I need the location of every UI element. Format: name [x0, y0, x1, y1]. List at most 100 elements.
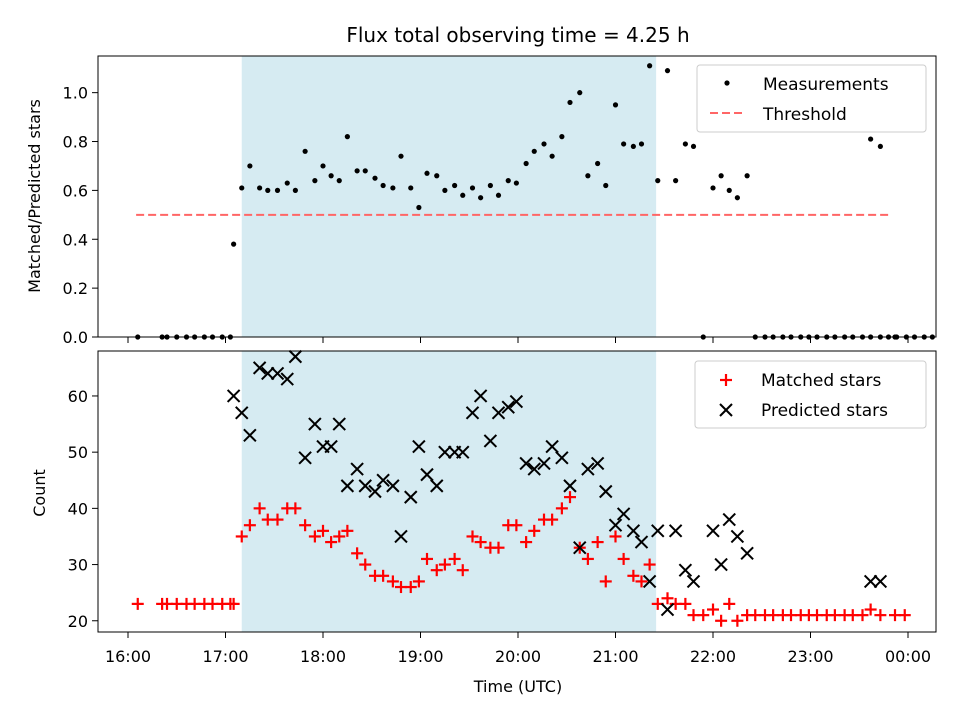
predicted-point [376, 473, 390, 487]
top-legend-box [696, 64, 927, 133]
measurement-point [664, 68, 671, 74]
top-axes-frame [97, 55, 937, 338]
y-tick-label: 0.8 [63, 133, 88, 152]
predicted-point [590, 456, 605, 471]
x-tick-label: 22:00 [690, 647, 736, 666]
predicted-point [465, 406, 480, 420]
measurement-point [734, 195, 740, 201]
predicted-point [651, 524, 665, 538]
predicted-point [308, 417, 322, 431]
legend-measurement-marker [724, 80, 730, 86]
measurement-point [247, 163, 253, 169]
x-tick-label: 19:00 [397, 647, 443, 666]
predicted-point [368, 484, 382, 499]
measurement-point [452, 182, 458, 189]
bottom-legend-box [694, 360, 927, 429]
legend-measurements-label: Measurements [763, 75, 889, 95]
measurement-point [487, 182, 493, 189]
predicted-point [686, 574, 701, 589]
predicted-point [438, 445, 452, 459]
predicted-point [235, 406, 249, 420]
predicted-point [340, 479, 355, 493]
y-tick-label: 0.6 [63, 181, 88, 200]
matched-point [438, 558, 451, 571]
measurement-point [424, 170, 430, 176]
measurement-point [710, 185, 716, 191]
y-tick-label: 40 [68, 499, 88, 518]
measurement-point [567, 99, 573, 106]
predicted-point [358, 479, 372, 493]
predicted-point [288, 349, 303, 364]
predicted-point [581, 462, 595, 476]
top-panel: 0.0 0.2 0.4 0.6 0.8 1.0 Matched/Predicted sta… [25, 55, 937, 347]
measurement-point [603, 182, 609, 189]
top-shaded-span [241, 56, 657, 337]
measurement-point [362, 168, 368, 174]
measurement-point [673, 178, 679, 184]
matched-point [520, 536, 533, 549]
x-axis-label: Time (UTC) [473, 677, 562, 696]
matched-point [351, 547, 364, 560]
measurement-point [320, 163, 326, 169]
predicted-point [668, 524, 683, 538]
measurement-point [595, 160, 601, 167]
predicted-point [404, 490, 418, 504]
legend-matched-label: Matched stars [761, 371, 881, 391]
y-tick-label: 60 [68, 387, 88, 406]
predicted-point [420, 467, 434, 482]
measurement-point [549, 153, 555, 159]
predicted-point [412, 439, 426, 454]
matched-point [227, 597, 240, 610]
measurement-point [718, 173, 724, 179]
matched-point [386, 575, 399, 588]
measurement-point [541, 141, 547, 147]
predicted-point [626, 524, 641, 538]
predicted-point [324, 439, 338, 454]
predicted-point [394, 529, 408, 544]
predicted-point [298, 451, 312, 465]
measurement-point [744, 173, 750, 179]
measurement-point [647, 63, 653, 69]
matched-point [235, 530, 248, 543]
legend-predicted-marker [719, 403, 733, 417]
matched-point [591, 536, 604, 549]
measurement-point [434, 173, 440, 179]
predicted-point [527, 462, 541, 476]
matched-point [635, 575, 648, 588]
bottom-shaded-span [241, 351, 657, 632]
predicted-point [873, 574, 888, 589]
measurement-point [577, 90, 583, 96]
matched-point [448, 552, 461, 565]
predicted-point [473, 389, 488, 403]
predicted-point [501, 400, 515, 414]
matched-point [864, 603, 877, 616]
matched-point [359, 558, 372, 571]
matched-point [697, 609, 710, 622]
matched-point [627, 569, 640, 582]
top-legend: Measurements Threshold [696, 64, 927, 133]
bottom-y-ticks: 20 30 40 50 60 [68, 387, 98, 631]
measurement-point [655, 178, 661, 184]
matched-point [617, 552, 630, 565]
measurement-point [585, 173, 591, 179]
predicted-point [350, 462, 364, 476]
predicted-point [634, 535, 649, 549]
measurement-point [416, 204, 422, 211]
matched-point [243, 519, 256, 532]
matched-point [421, 552, 433, 565]
predicted-point [252, 361, 267, 375]
predicted-point [660, 602, 675, 617]
matched-point [661, 592, 674, 605]
x-tick-label: 21:00 [592, 647, 638, 666]
predicted-point [261, 366, 275, 381]
matched-point [723, 597, 736, 610]
measurement-point [302, 148, 308, 154]
predicted-point [706, 524, 720, 538]
y-tick-label: 0.2 [63, 279, 88, 298]
predicted-point [280, 372, 294, 386]
measurement-point [328, 173, 334, 179]
top-y-ticks: 0.0 0.2 0.4 0.6 0.8 1.0 [63, 84, 98, 347]
measurement-point [469, 185, 476, 191]
matched-point [546, 513, 559, 526]
matched-point [715, 614, 728, 627]
